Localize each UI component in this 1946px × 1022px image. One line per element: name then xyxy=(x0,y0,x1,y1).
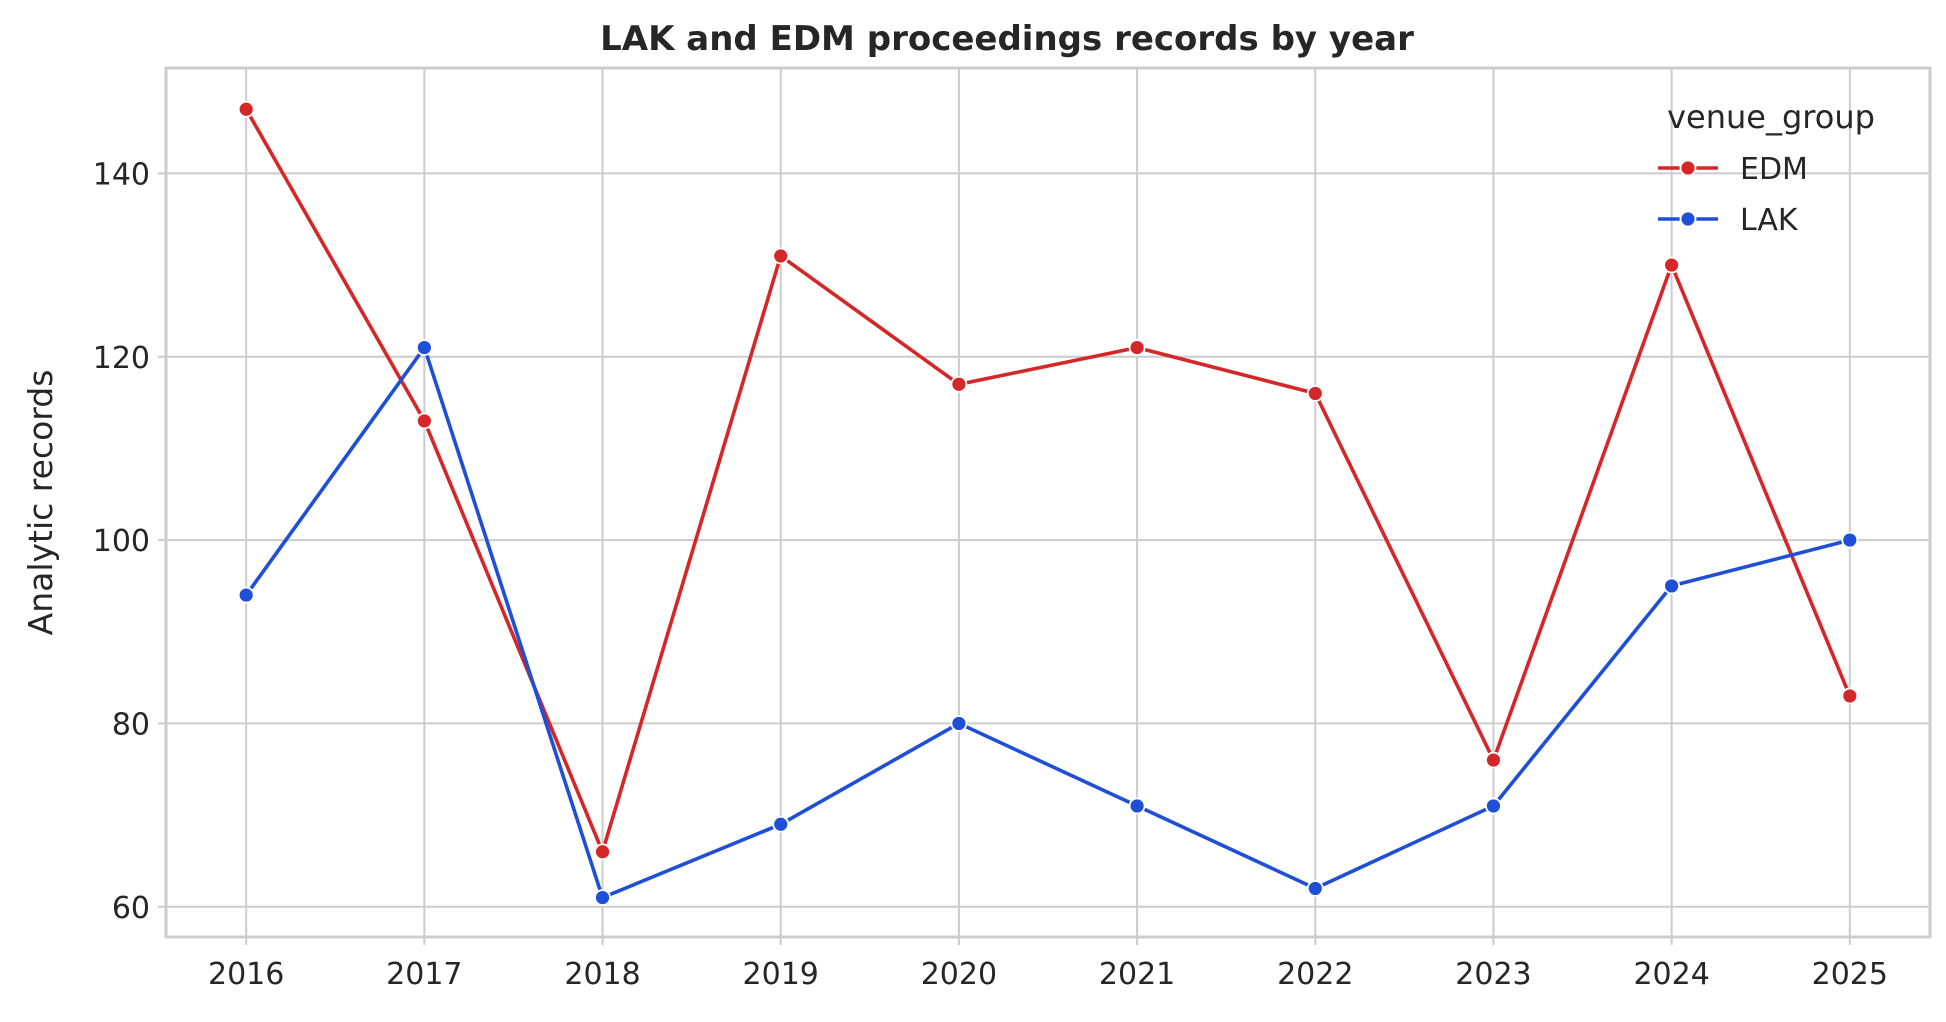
data-point-lak xyxy=(237,586,255,604)
grid-lines xyxy=(166,68,1930,937)
series-line-edm xyxy=(244,108,1852,854)
data-point-edm xyxy=(415,412,433,430)
legend-marker-lak xyxy=(1679,210,1697,228)
series-edm xyxy=(237,100,1859,861)
data-point-lak xyxy=(1128,797,1146,815)
chart-title: LAK and EDM proceedings records by year xyxy=(600,19,1414,59)
x-tick-label: 2020 xyxy=(921,957,997,992)
data-point-lak xyxy=(772,815,790,833)
series-line-lak xyxy=(244,345,1851,900)
data-point-edm xyxy=(772,247,790,265)
data-point-lak xyxy=(415,339,433,356)
y-tick-label: 140 xyxy=(93,157,150,192)
y-tick-label: 120 xyxy=(93,341,150,376)
x-tick-label: 2024 xyxy=(1633,957,1709,992)
data-point-edm xyxy=(594,843,611,861)
y-tick-label: 80 xyxy=(112,707,150,742)
x-tick-label: 2021 xyxy=(1099,957,1175,992)
data-point-lak xyxy=(1485,797,1502,815)
series-layer xyxy=(237,100,1859,906)
y-tick-label: 60 xyxy=(112,891,150,926)
data-point-edm xyxy=(1128,339,1146,356)
data-point-edm xyxy=(237,100,255,118)
data-point-edm xyxy=(1485,751,1502,769)
x-tick-label: 2023 xyxy=(1455,957,1531,992)
data-point-edm xyxy=(1306,385,1324,402)
x-tick-label: 2019 xyxy=(743,957,819,992)
data-point-edm xyxy=(950,375,968,393)
x-tick-label: 2022 xyxy=(1277,957,1353,992)
data-point-lak xyxy=(1306,880,1324,897)
x-tick-label: 2017 xyxy=(386,957,462,992)
x-tick-label: 2025 xyxy=(1812,957,1888,992)
data-point-edm xyxy=(1841,687,1859,705)
y-axis-label: Analytic records xyxy=(21,370,60,636)
axis-ticks: 2016 2017 2018 2019 2020 2021 2022 2023 2024 2025… xyxy=(93,157,1888,992)
data-point-edm xyxy=(1663,256,1681,274)
legend-title: venue_group xyxy=(1667,98,1875,136)
data-point-lak xyxy=(594,889,611,906)
legend: venue_group EDM LAK xyxy=(1658,98,1875,238)
plot-area xyxy=(164,66,1932,939)
legend-entry-lak: LAK xyxy=(1740,203,1799,238)
legend-entry-edm: EDM xyxy=(1740,152,1808,187)
series-lak xyxy=(237,339,1859,906)
y-tick-label: 100 xyxy=(93,524,150,559)
x-tick-label: 2016 xyxy=(208,957,284,992)
data-point-lak xyxy=(1841,531,1859,549)
data-point-lak xyxy=(1663,577,1681,595)
legend-marker-edm xyxy=(1679,159,1697,177)
x-tick-label: 2018 xyxy=(564,957,640,992)
data-point-lak xyxy=(950,715,968,732)
